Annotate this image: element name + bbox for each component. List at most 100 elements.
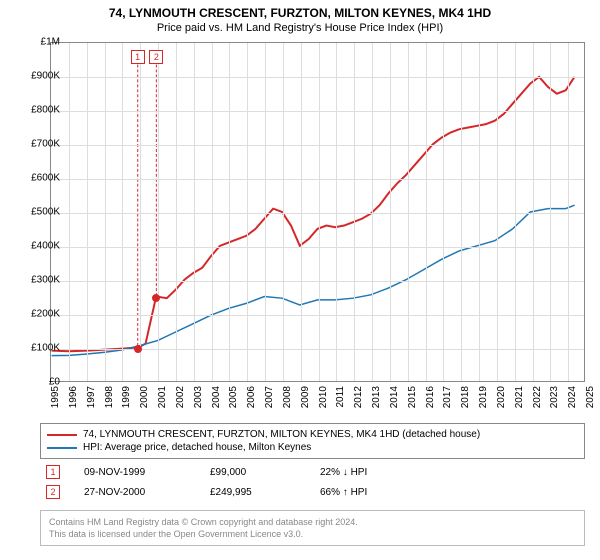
x-axis-label: 1995 bbox=[50, 386, 61, 426]
gridline-h bbox=[51, 247, 584, 248]
gridline-h bbox=[51, 315, 584, 316]
sale-row: 109-NOV-1999£99,00022% ↓ HPI bbox=[40, 462, 585, 482]
x-axis-label: 2017 bbox=[442, 386, 453, 426]
gridline-v bbox=[265, 43, 266, 381]
chart-title: 74, LYNMOUTH CRESCENT, FURZTON, MILTON K… bbox=[0, 0, 600, 20]
x-axis-label: 2011 bbox=[335, 386, 346, 426]
gridline-v bbox=[283, 43, 284, 381]
x-axis-label: 2022 bbox=[532, 386, 543, 426]
x-axis-label: 2004 bbox=[211, 386, 222, 426]
legend-label: HPI: Average price, detached house, Milt… bbox=[83, 442, 311, 453]
y-axis-label: £1M bbox=[10, 37, 60, 48]
sale-marker-dot bbox=[134, 345, 142, 353]
gridline-h bbox=[51, 179, 584, 180]
x-axis-label: 2024 bbox=[567, 386, 578, 426]
gridline-v bbox=[568, 43, 569, 381]
y-axis-label: £400K bbox=[10, 241, 60, 252]
x-axis-label: 2021 bbox=[514, 386, 525, 426]
gridline-v bbox=[408, 43, 409, 381]
legend-item: HPI: Average price, detached house, Milt… bbox=[47, 441, 578, 454]
gridline-v bbox=[497, 43, 498, 381]
x-axis-label: 2000 bbox=[139, 386, 150, 426]
y-axis-label: £200K bbox=[10, 309, 60, 320]
x-axis-label: 1996 bbox=[68, 386, 79, 426]
x-axis-label: 2012 bbox=[353, 386, 364, 426]
gridline-v bbox=[301, 43, 302, 381]
x-axis-label: 1998 bbox=[104, 386, 115, 426]
x-axis-label: 2003 bbox=[193, 386, 204, 426]
sale-row-badge: 2 bbox=[46, 485, 60, 499]
sale-marker-dot bbox=[152, 294, 160, 302]
gridline-h bbox=[51, 213, 584, 214]
x-axis-label: 1999 bbox=[121, 386, 132, 426]
legend-swatch bbox=[47, 447, 77, 449]
gridline-v bbox=[390, 43, 391, 381]
x-axis-label: 2016 bbox=[425, 386, 436, 426]
x-axis-label: 2009 bbox=[300, 386, 311, 426]
sale-row: 227-NOV-2000£249,99566% ↑ HPI bbox=[40, 482, 585, 502]
chart-container: 74, LYNMOUTH CRESCENT, FURZTON, MILTON K… bbox=[0, 0, 600, 560]
gridline-v bbox=[515, 43, 516, 381]
gridline-v bbox=[461, 43, 462, 381]
x-axis-label: 1997 bbox=[86, 386, 97, 426]
gridline-v bbox=[354, 43, 355, 381]
legend-swatch bbox=[47, 434, 77, 436]
sale-row-badge: 1 bbox=[46, 465, 60, 479]
footer-line-1: Contains HM Land Registry data © Crown c… bbox=[49, 516, 576, 528]
gridline-v bbox=[212, 43, 213, 381]
sale-marker-badge: 1 bbox=[131, 50, 145, 64]
sales-table: 109-NOV-1999£99,00022% ↓ HPI227-NOV-2000… bbox=[40, 462, 585, 502]
sale-price: £249,995 bbox=[210, 487, 320, 498]
x-axis-label: 2018 bbox=[460, 386, 471, 426]
gridline-v bbox=[319, 43, 320, 381]
x-axis-label: 2019 bbox=[478, 386, 489, 426]
gridline-h bbox=[51, 111, 584, 112]
gridline-v bbox=[140, 43, 141, 381]
x-axis-label: 2023 bbox=[549, 386, 560, 426]
gridline-v bbox=[247, 43, 248, 381]
gridline-v bbox=[158, 43, 159, 381]
y-axis-label: £800K bbox=[10, 105, 60, 116]
legend-label: 74, LYNMOUTH CRESCENT, FURZTON, MILTON K… bbox=[83, 429, 480, 440]
sale-date: 27-NOV-2000 bbox=[60, 487, 210, 498]
gridline-v bbox=[426, 43, 427, 381]
footer-attribution: Contains HM Land Registry data © Crown c… bbox=[40, 510, 585, 546]
gridline-v bbox=[533, 43, 534, 381]
sale-delta: 66% ↑ HPI bbox=[320, 487, 440, 498]
x-axis-label: 2015 bbox=[407, 386, 418, 426]
gridline-v bbox=[87, 43, 88, 381]
x-axis-label: 2014 bbox=[389, 386, 400, 426]
series-svg bbox=[51, 43, 584, 381]
gridline-h bbox=[51, 145, 584, 146]
footer-line-2: This data is licensed under the Open Gov… bbox=[49, 528, 576, 540]
sale-marker-badge: 2 bbox=[149, 50, 163, 64]
legend-item: 74, LYNMOUTH CRESCENT, FURZTON, MILTON K… bbox=[47, 428, 578, 441]
gridline-v bbox=[336, 43, 337, 381]
gridline-v bbox=[443, 43, 444, 381]
gridline-h bbox=[51, 77, 584, 78]
x-axis-label: 2005 bbox=[228, 386, 239, 426]
x-axis-label: 2002 bbox=[175, 386, 186, 426]
y-axis-label: £700K bbox=[10, 139, 60, 150]
y-axis-label: £100K bbox=[10, 343, 60, 354]
x-axis-label: 2007 bbox=[264, 386, 275, 426]
x-axis-label: 2020 bbox=[496, 386, 507, 426]
gridline-v bbox=[479, 43, 480, 381]
x-axis-label: 2001 bbox=[157, 386, 168, 426]
gridline-h bbox=[51, 281, 584, 282]
gridline-v bbox=[194, 43, 195, 381]
gridline-v bbox=[372, 43, 373, 381]
gridline-v bbox=[176, 43, 177, 381]
gridline-v bbox=[229, 43, 230, 381]
gridline-v bbox=[69, 43, 70, 381]
sale-delta: 22% ↓ HPI bbox=[320, 467, 440, 478]
legend: 74, LYNMOUTH CRESCENT, FURZTON, MILTON K… bbox=[40, 423, 585, 459]
y-axis-label: £500K bbox=[10, 207, 60, 218]
gridline-v bbox=[122, 43, 123, 381]
gridline-h bbox=[51, 349, 584, 350]
y-axis-label: £900K bbox=[10, 71, 60, 82]
sale-price: £99,000 bbox=[210, 467, 320, 478]
plot-area: 12 bbox=[50, 42, 585, 382]
gridline-v bbox=[550, 43, 551, 381]
chart-subtitle: Price paid vs. HM Land Registry's House … bbox=[0, 20, 600, 38]
